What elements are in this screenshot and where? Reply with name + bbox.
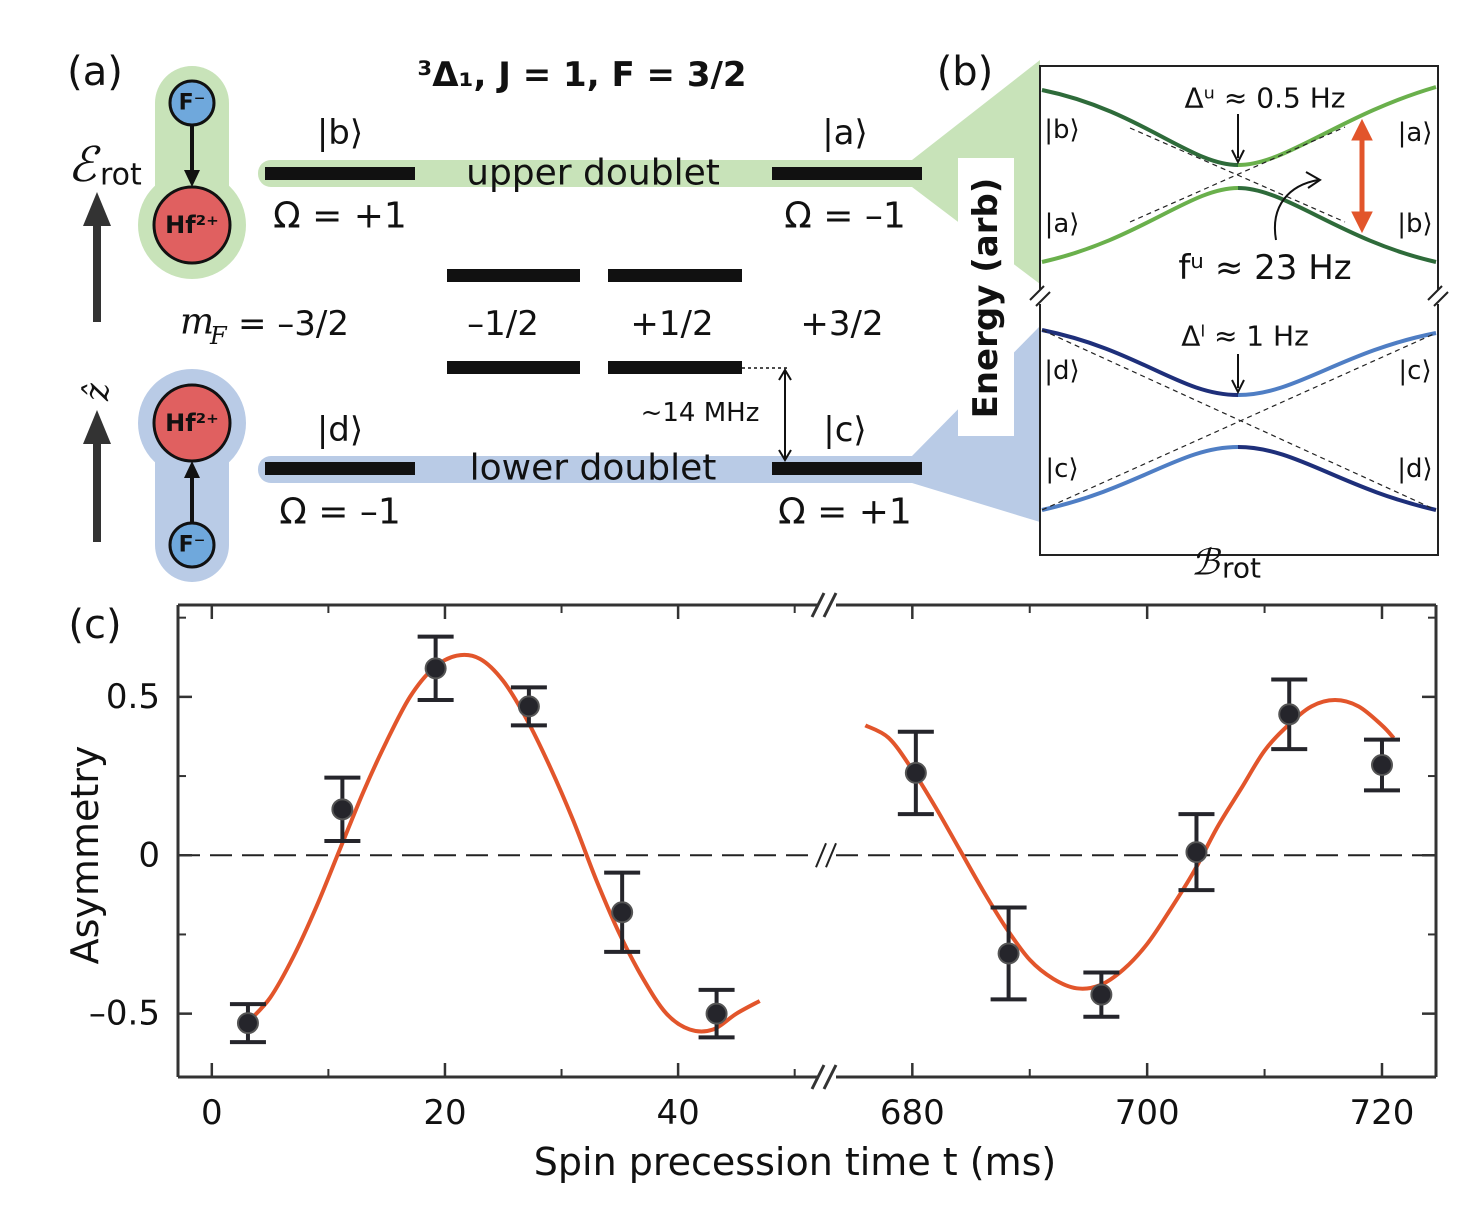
- field-subscript: rot: [100, 158, 142, 193]
- omega-label: Ω = +1: [273, 196, 407, 237]
- omega-label: Ω = –1: [279, 492, 400, 533]
- ion-label: Hf²⁺: [165, 409, 219, 437]
- data-point: [1090, 983, 1113, 1006]
- data-point: [1370, 753, 1393, 776]
- ion-label: Hf²⁺: [165, 211, 219, 239]
- data-point: [611, 901, 634, 924]
- x-tick-label: 20: [423, 1093, 466, 1133]
- x-axis-symbol: ℬ: [1191, 543, 1222, 584]
- mf-symbol: m: [180, 302, 214, 343]
- axis-break: [810, 592, 826, 618]
- mf-label: = –3/2: [238, 304, 349, 344]
- x-tick-label: 700: [1115, 1093, 1180, 1133]
- state-label: |c⟩: [823, 410, 866, 450]
- mf-label: +1/2: [630, 304, 713, 344]
- x-tick-label: 40: [656, 1093, 699, 1133]
- x-axis-subscript: rot: [1222, 552, 1261, 585]
- axis-break: [815, 842, 827, 868]
- y-tick-label: 0.5: [106, 677, 160, 717]
- field-symbol: ℰ: [67, 137, 101, 193]
- state-label: |a⟩: [822, 113, 868, 153]
- splitting-arrow: [742, 367, 792, 462]
- data-point: [331, 798, 354, 821]
- data-point: [904, 761, 927, 784]
- doublet-label: upper doublet: [466, 153, 720, 194]
- axis-break: [822, 1064, 838, 1090]
- state-label: |c⟩: [1045, 454, 1078, 484]
- x-axis-label: Spin precession time t (ms): [534, 1140, 1056, 1184]
- annotation-arrows: [1231, 114, 1322, 395]
- data-point: [1185, 841, 1208, 864]
- plot-frame: [1039, 65, 1439, 556]
- splitting-label: ~14 MHz: [641, 398, 760, 428]
- panel-label: (a): [67, 49, 123, 95]
- label-background: [958, 158, 1014, 436]
- ion-label: F⁻: [179, 533, 206, 558]
- state-label: |b⟩: [317, 113, 363, 153]
- upper-molecule: F⁻ Hf²⁺: [152, 79, 232, 265]
- data-point: [705, 1002, 728, 1025]
- panel-label: (b): [937, 49, 994, 95]
- mf-subscript: F: [209, 322, 228, 350]
- x-tick-label: 0: [201, 1093, 223, 1133]
- panel-label: (c): [68, 602, 121, 648]
- omega-label: Ω = +1: [778, 492, 912, 533]
- data-point: [997, 942, 1020, 965]
- axis-break: [810, 1064, 826, 1090]
- fit-curve: [245, 652, 761, 1034]
- energy-levels: [265, 167, 922, 475]
- gap-label: Δˡ ≈ 1 Hz: [1181, 320, 1309, 353]
- y-tick-label: –0.5: [89, 994, 160, 1034]
- frequency-arrow: [1351, 118, 1373, 234]
- gap-label: Δᵘ ≈ 0.5 Hz: [1185, 82, 1346, 115]
- y-tick-label: 0: [138, 835, 160, 875]
- data-point: [1278, 703, 1301, 726]
- state-label: |d⟩: [1044, 356, 1079, 386]
- lower-molecule: F⁻ Hf²⁺: [152, 383, 232, 569]
- axis-break: [822, 592, 838, 618]
- energy-curves: [1041, 85, 1437, 512]
- mf-label: +3/2: [800, 304, 883, 344]
- data-point: [517, 695, 540, 718]
- ion-label: F⁻: [179, 91, 206, 116]
- state-label: |b⟩: [1044, 115, 1079, 145]
- mf-label: –1/2: [467, 304, 539, 344]
- state-label: |c⟩: [1398, 356, 1431, 386]
- x-tick-label: 720: [1350, 1093, 1415, 1133]
- x-tick-label: 680: [880, 1093, 945, 1133]
- state-label: |b⟩: [1397, 209, 1432, 239]
- state-label: |a⟩: [1398, 118, 1433, 148]
- y-axis-label: Asymmetry: [63, 746, 107, 965]
- state-label: |d⟩: [317, 410, 363, 450]
- axis-break: [825, 842, 837, 868]
- data-point: [424, 657, 447, 680]
- axis-break: [1028, 285, 1450, 307]
- doublet-label: lower doublet: [470, 448, 717, 489]
- axis-symbol: ẑ: [77, 382, 117, 402]
- y-axis-label: Energy (arb): [966, 178, 1006, 419]
- field-arrow: [83, 192, 111, 542]
- state-label: |a⟩: [1045, 209, 1080, 239]
- data-point: [236, 1012, 259, 1035]
- omega-label: Ω = –1: [784, 196, 905, 237]
- panel-title: ³Δ₁, J = 1, F = 3/2: [417, 55, 746, 95]
- frequency-label: fᵘ ≈ 23 Hz: [1178, 248, 1351, 288]
- fit-curve: [864, 698, 1396, 991]
- state-label: |d⟩: [1397, 454, 1432, 484]
